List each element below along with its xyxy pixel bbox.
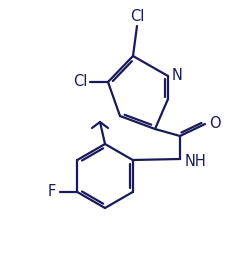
Text: NH: NH [185, 153, 207, 168]
Text: Cl: Cl [73, 74, 87, 89]
Text: N: N [172, 69, 183, 84]
Text: O: O [209, 117, 221, 132]
Text: Cl: Cl [130, 9, 144, 24]
Text: F: F [48, 184, 56, 199]
